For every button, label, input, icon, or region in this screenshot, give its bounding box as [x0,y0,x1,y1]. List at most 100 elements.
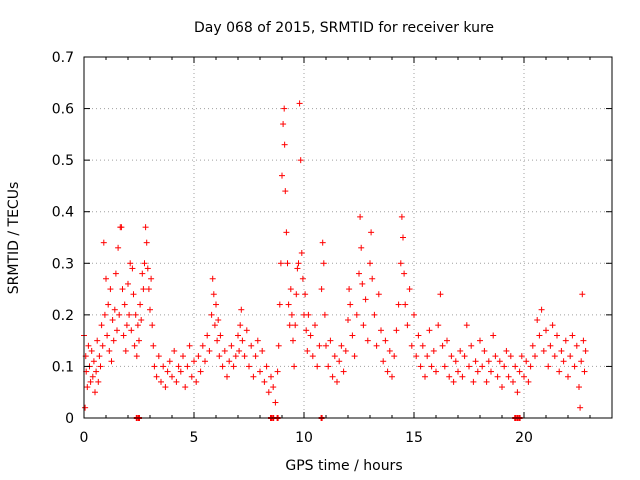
data-point [455,368,461,375]
data-point [450,378,457,385]
data-point [527,363,534,370]
data-point [239,337,246,344]
data-point [582,347,589,354]
data-point [85,342,92,349]
data-point [160,363,167,370]
data-point [401,270,408,277]
data-point [210,291,217,298]
data-point [109,317,116,324]
data-point [325,363,332,370]
data-point [488,368,494,375]
data-point [140,286,147,293]
data-point [141,260,148,267]
x-tick-label: 10 [295,430,313,446]
data-point [349,332,356,339]
data-point [342,347,349,354]
data-point [294,265,301,272]
data-point [554,332,560,339]
data-point [164,368,171,375]
data-point [302,291,309,298]
data-point [400,234,406,241]
data-point [316,342,323,349]
data-point [375,291,382,298]
data-point [576,384,582,391]
data-point [221,347,228,354]
data-point [340,368,347,375]
grid [84,57,612,418]
data-point [297,157,304,164]
data-point [353,311,360,318]
data-point [426,327,433,334]
data-point [144,265,151,272]
data-point [567,353,574,360]
data-point [424,353,431,360]
data-point [578,358,585,365]
data-point [93,368,100,375]
data-point [87,378,94,385]
data-point [119,286,126,293]
y-tick-label: 0 [65,411,74,427]
data-point [290,337,296,344]
data-point [556,368,563,375]
data-point [237,322,244,329]
data-point [295,260,302,267]
data-point [123,322,130,329]
data-point [208,311,215,318]
data-point [516,368,523,375]
data-point [384,368,391,375]
data-point [551,353,558,360]
data-point [327,337,334,344]
data-point [248,342,255,349]
data-point [147,306,153,313]
data-point [89,373,96,380]
data-point [199,342,206,349]
data-point [345,317,351,324]
data-point [545,363,552,370]
data-point [121,301,128,308]
data-point [398,213,405,220]
data-point [540,347,547,354]
data-point [209,275,216,282]
data-point [371,311,378,318]
data-point [104,332,111,339]
data-point [571,363,578,370]
data-point [523,358,530,365]
data-point [483,378,490,385]
data-point [503,347,510,354]
data-point [413,353,420,360]
data-point [359,280,366,287]
data-point [155,353,162,360]
data-point [224,373,230,380]
data-point [142,224,149,231]
data-point [193,378,200,385]
data-point [180,353,186,360]
y-tick-label: 0.1 [52,359,74,375]
data-point [415,332,422,339]
data-point [512,363,519,370]
data-point [215,317,222,324]
data-point [277,260,284,267]
data-point [499,384,505,391]
data-point [149,322,156,329]
data-point [82,404,89,411]
chart-title: Day 068 of 2015, SRMTID for receiver kur… [194,20,494,36]
data-point [299,275,306,282]
data-point [373,342,380,349]
data-point [230,363,237,370]
data-point [357,213,364,220]
y-axis-title: SRMTID / TECUs [6,182,22,295]
data-point [459,373,466,380]
y-tick-label: 0.4 [52,205,74,221]
data-point [368,229,375,236]
data-point [292,322,299,329]
data-point [435,322,442,329]
data-point [213,301,219,308]
data-point [303,327,310,334]
data-point [283,229,290,236]
data-point [543,327,549,334]
data-point [96,353,103,360]
data-point [97,363,104,370]
data-point [452,358,459,365]
data-point [184,363,191,370]
